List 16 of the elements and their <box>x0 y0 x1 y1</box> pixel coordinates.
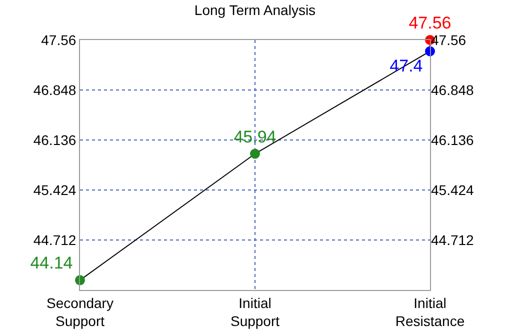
data-label: 44.14 <box>30 254 73 273</box>
y2-tick-label: 46.136 <box>431 132 474 148</box>
y-tick-label: 47.56 <box>41 32 76 48</box>
y-tick-label: 44.712 <box>33 232 76 248</box>
y-tick-label: 46.848 <box>33 82 76 98</box>
y-tick-label: 45.424 <box>33 182 76 198</box>
y2-tick-label: 45.424 <box>431 182 474 198</box>
x-tick-label: Secondary Support <box>46 294 114 329</box>
x-tick-label: Initial Support <box>230 294 280 329</box>
data-label: 47.56 <box>408 14 452 32</box>
y2-tick-label: 46.848 <box>431 82 474 98</box>
data-label: 45.94 <box>234 127 276 146</box>
y2-tick-label: 44.712 <box>431 232 474 248</box>
chart-title: Long Term Analysis <box>194 2 316 18</box>
x-tick-label: Initial Resistance <box>395 294 465 329</box>
y-tick-label: 46.136 <box>33 132 76 148</box>
